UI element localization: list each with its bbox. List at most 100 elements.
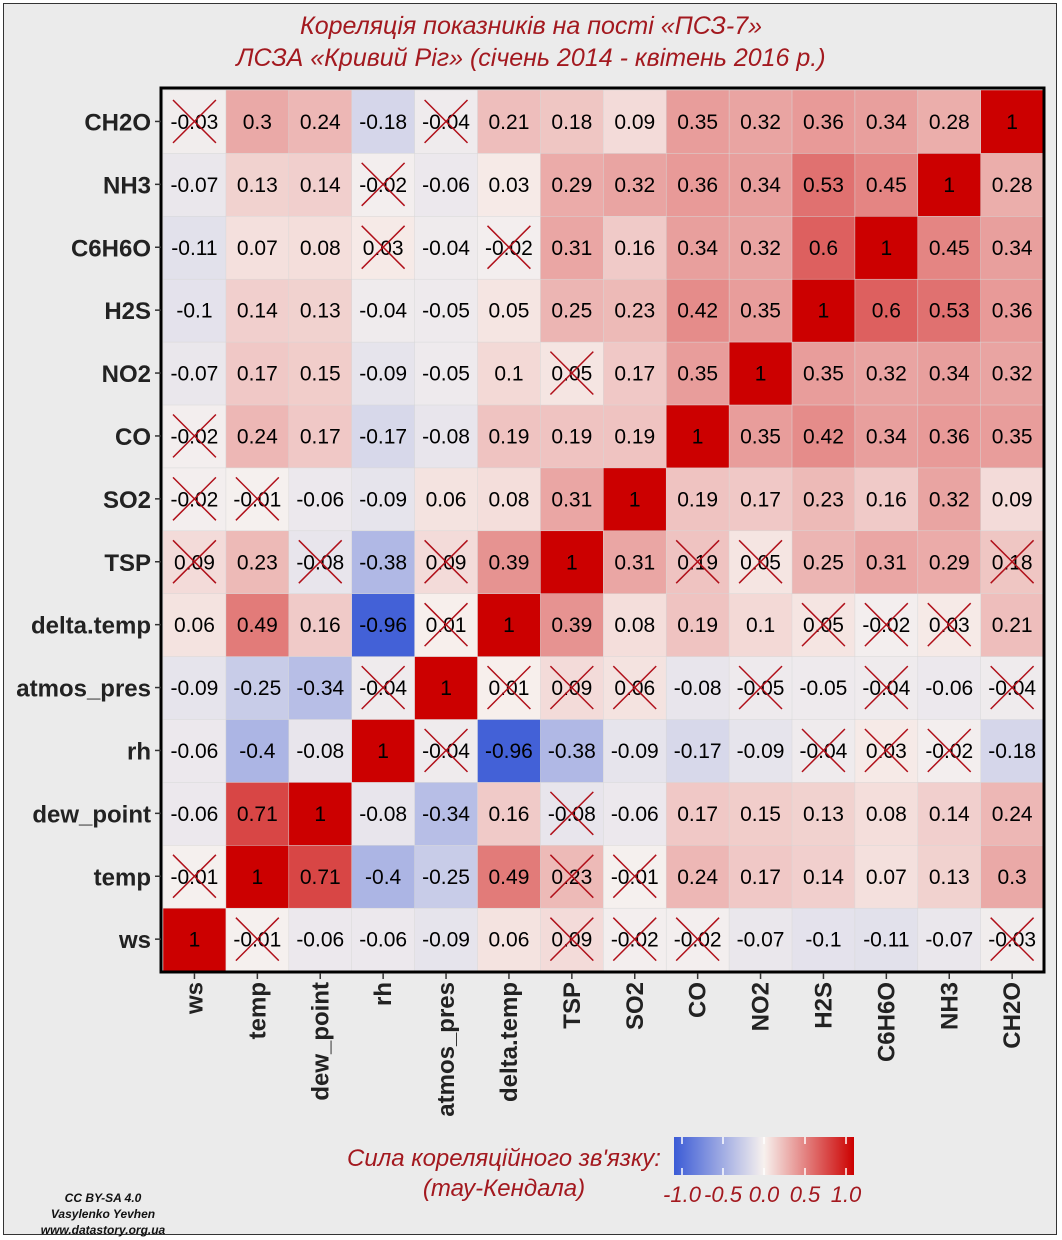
cell-value-label: 0.34 bbox=[866, 425, 907, 448]
cell-value-label: 0.32 bbox=[740, 237, 781, 260]
cell-value-label: 0.13 bbox=[300, 300, 341, 323]
heatmap-cell bbox=[477, 718, 542, 783]
cell-value-label: 1 bbox=[314, 803, 326, 826]
chart-title-line2: ЛСЗА «Кривий Ріг» (січень 2014 - квітень… bbox=[236, 44, 826, 72]
heatmap-cell bbox=[540, 404, 605, 469]
not-significant-cross bbox=[172, 539, 217, 584]
cell-value-label: 0.09 bbox=[992, 488, 1033, 511]
heatmap-cell bbox=[854, 89, 919, 154]
cell-value-label: -0.96 bbox=[485, 740, 533, 763]
heatmap-cell bbox=[225, 592, 290, 657]
cell-value-label: 0.06 bbox=[174, 614, 215, 637]
cell-value-label: 0.19 bbox=[677, 488, 718, 511]
cell-value-label: 1 bbox=[440, 677, 452, 700]
heatmap-cell bbox=[225, 278, 290, 343]
cell-value-label: -0.07 bbox=[171, 174, 219, 197]
heatmap-cell bbox=[665, 655, 730, 720]
heatmap-cell bbox=[854, 215, 919, 280]
cell-value-label: -0.34 bbox=[296, 677, 344, 700]
cell-value-label: 0.24 bbox=[300, 111, 341, 134]
cell-value-label: 0.16 bbox=[866, 488, 907, 511]
heatmap-cell bbox=[854, 467, 919, 532]
cell-value-label: 0.05 bbox=[489, 300, 530, 323]
cell-value-label: 0.71 bbox=[300, 866, 341, 889]
cell-value-label: 0.21 bbox=[489, 111, 530, 134]
not-significant-cross bbox=[612, 917, 657, 962]
heatmap-cell bbox=[917, 152, 982, 217]
heatmap-cell bbox=[603, 404, 667, 469]
heatmap-cell bbox=[477, 341, 542, 406]
heatmap-cell bbox=[288, 592, 353, 657]
cell-value-label: 0.06 bbox=[426, 488, 467, 511]
cell-value-label: 0.25 bbox=[551, 300, 592, 323]
not-significant-cross bbox=[990, 539, 1035, 584]
heatmap-cell bbox=[854, 907, 919, 972]
heatmap-cell bbox=[288, 781, 353, 846]
cell-value-label: -0.06 bbox=[171, 740, 219, 763]
not-significant-cross bbox=[235, 476, 280, 521]
cell-value-label: -0.1 bbox=[805, 929, 841, 952]
cell-value-label: 0.17 bbox=[237, 363, 278, 386]
cell-value-label: 0.28 bbox=[992, 174, 1033, 197]
cell-value-label: 0.19 bbox=[677, 614, 718, 637]
cell-value-label: -0.06 bbox=[611, 803, 659, 826]
cell-value-label: -0.38 bbox=[359, 551, 407, 574]
cell-value-label: -0.09 bbox=[611, 740, 659, 763]
heatmap-cell bbox=[917, 530, 982, 594]
heatmap-cell bbox=[162, 152, 227, 217]
cell-value-label: 0.08 bbox=[300, 237, 341, 260]
cell-value-label: 0.23 bbox=[803, 488, 844, 511]
heatmap-cell bbox=[980, 592, 1045, 657]
cell-value-label: 0.49 bbox=[237, 614, 278, 637]
not-significant-cross bbox=[298, 539, 343, 584]
cell-value-label: 0.07 bbox=[866, 866, 907, 889]
cell-value-label: 0.36 bbox=[677, 174, 718, 197]
cell-value-label: 0.31 bbox=[614, 551, 655, 574]
cell-value-label: 0.3 bbox=[998, 866, 1027, 889]
legend-title: Сила кореляційного зв'язку: (тау-Кендала… bbox=[334, 1144, 674, 1204]
y-axis-label: atmos_pres bbox=[16, 676, 151, 703]
cell-value-label: -0.06 bbox=[359, 929, 407, 952]
heatmap-cell bbox=[225, 781, 290, 846]
heatmap-cell bbox=[477, 592, 542, 657]
cell-value-label: 0.36 bbox=[929, 425, 970, 448]
heatmap-cell bbox=[351, 341, 416, 406]
cell-value-label: 0.49 bbox=[489, 866, 530, 889]
x-axis-label: temp bbox=[244, 982, 271, 1039]
cell-value-label: 1 bbox=[377, 740, 389, 763]
cell-value-label: 0.34 bbox=[677, 237, 718, 260]
heatmap-cell bbox=[854, 404, 919, 469]
heatmap-cell bbox=[791, 89, 856, 154]
cell-value-label: -0.06 bbox=[296, 488, 344, 511]
cell-value-label: 0.15 bbox=[740, 803, 781, 826]
heatmap-cell bbox=[854, 781, 919, 846]
not-significant-cross bbox=[361, 162, 406, 207]
heatmap-cell bbox=[225, 89, 290, 154]
y-axis-label: rh bbox=[127, 738, 151, 765]
cell-value-label: 0.39 bbox=[551, 614, 592, 637]
y-axis-label: ws bbox=[118, 927, 151, 954]
y-axis-label: H2S bbox=[104, 298, 151, 325]
not-significant-cross bbox=[612, 665, 657, 710]
chart-title: Кореляція показників на пості «ПСЗ-7» ЛС… bbox=[4, 10, 1058, 74]
heatmap-cell bbox=[854, 844, 919, 909]
cell-value-label: -0.08 bbox=[422, 425, 470, 448]
cell-value-label: 0.34 bbox=[740, 174, 781, 197]
cell-value-label: 0.16 bbox=[614, 237, 655, 260]
cell-value-label: 0.28 bbox=[929, 111, 970, 134]
cell-value-label: 1 bbox=[189, 929, 201, 952]
cell-value-label: 0.45 bbox=[929, 237, 970, 260]
not-significant-cross bbox=[424, 99, 469, 144]
heatmap-cell bbox=[351, 530, 416, 594]
heatmap-cell bbox=[791, 152, 856, 217]
cell-value-label: 0.16 bbox=[489, 803, 530, 826]
cell-value-label: -0.18 bbox=[359, 111, 407, 134]
heatmap-cell bbox=[288, 152, 353, 217]
not-significant-cross bbox=[990, 917, 1035, 962]
not-significant-cross bbox=[549, 351, 594, 396]
cell-value-label: 0.24 bbox=[677, 866, 718, 889]
cell-value-label: 0.24 bbox=[992, 803, 1033, 826]
cell-value-label: 0.35 bbox=[740, 300, 781, 323]
heatmap-cell bbox=[603, 341, 667, 406]
y-axis-label: delta.temp bbox=[31, 613, 151, 640]
